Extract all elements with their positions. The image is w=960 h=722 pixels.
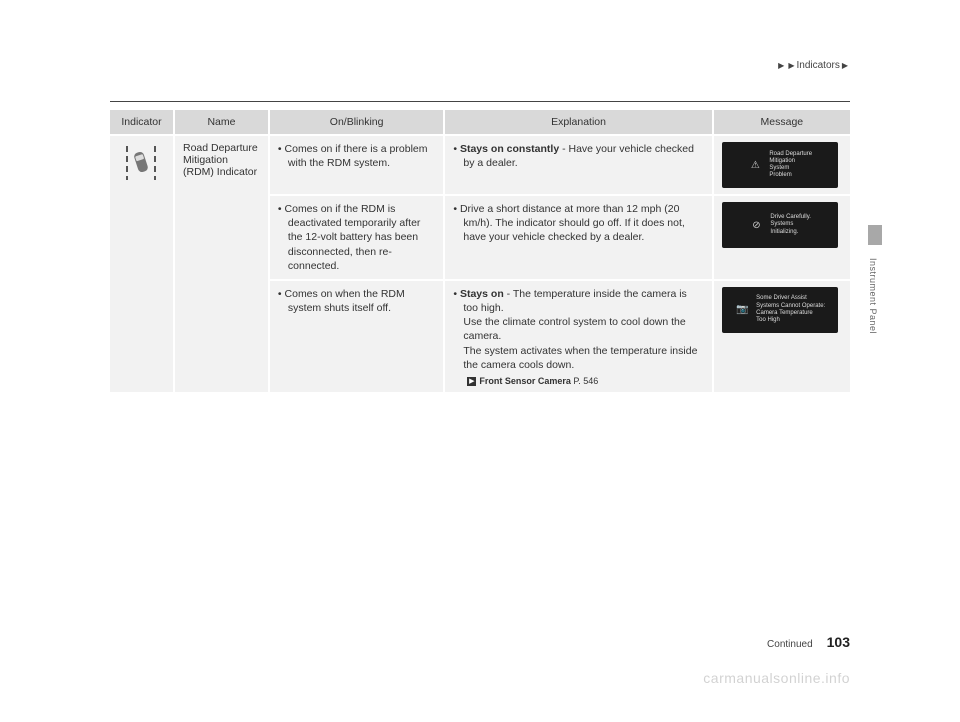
header-divider xyxy=(110,101,850,102)
reference-link: ▶Front Sensor Camera P. 546 xyxy=(453,376,703,386)
breadcrumb-arrow-icon: ▶ xyxy=(842,61,848,70)
onblink-cell: Comes on if the RDM is deactivated tempo… xyxy=(269,195,444,280)
section-tab xyxy=(868,225,882,245)
onblink-text: Comes on when the RDM system shuts itsel… xyxy=(278,287,435,315)
message-text: Drive Carefully. Systems Initializing. xyxy=(770,214,811,236)
explain-cell: Stays on - The temperature inside the ca… xyxy=(444,280,712,392)
explain-bold: Stays on xyxy=(460,288,504,300)
th-explain: Explanation xyxy=(444,110,712,135)
message-display: ⊘ Drive Carefully. Systems Initializing. xyxy=(722,202,838,248)
indicator-name-cell: Road Departure Mitigation (RDM) Indicato… xyxy=(174,135,269,392)
warning-icon: ⚠ xyxy=(747,157,763,173)
message-cell: 📷 Some Driver Assist Systems Cannot Oper… xyxy=(713,280,850,392)
breadcrumb-label: Indicators xyxy=(796,60,839,71)
section-label: Instrument Panel xyxy=(868,258,878,334)
message-text: Road Departure Mitigation System Problem xyxy=(769,151,812,180)
table-row: Road Departure Mitigation (RDM) Indicato… xyxy=(110,135,850,195)
th-indicator: Indicator xyxy=(110,110,174,135)
indicators-table: Indicator Name On/Blinking Explanation M… xyxy=(110,110,850,392)
page-footer: Continued 103 xyxy=(110,634,850,650)
onblink-text: Comes on if there is a problem with the … xyxy=(278,142,435,170)
explain-text: Stays on constantly - Have your vehicle … xyxy=(453,142,703,170)
watermark: carmanualsonline.info xyxy=(703,670,850,686)
continued-label: Continued xyxy=(767,639,813,650)
table-header-row: Indicator Name On/Blinking Explanation M… xyxy=(110,110,850,135)
th-name: Name xyxy=(174,110,269,135)
th-message: Message xyxy=(713,110,850,135)
explain-text: Drive a short distance at more than 12 m… xyxy=(453,202,703,245)
th-onblink: On/Blinking xyxy=(269,110,444,135)
message-text: Some Driver Assist Systems Cannot Operat… xyxy=(756,295,825,324)
indicator-icon-cell xyxy=(110,135,174,392)
page-content: ▶▶Indicators▶ Indicator Name On/Blinking… xyxy=(110,60,850,392)
onblink-text: Comes on if the RDM is deactivated tempo… xyxy=(278,202,435,273)
page-number: 103 xyxy=(827,634,850,650)
message-cell: ⊘ Drive Carefully. Systems Initializing. xyxy=(713,195,850,280)
explain-text: Stays on - The temperature inside the ca… xyxy=(453,287,703,372)
breadcrumb-arrow-icon: ▶ xyxy=(788,61,794,70)
message-display: 📷 Some Driver Assist Systems Cannot Oper… xyxy=(722,287,838,333)
explain-rest: - The temperature inside the camera is t… xyxy=(463,288,697,371)
lane-departure-icon xyxy=(121,173,161,185)
no-entry-icon: ⊘ xyxy=(748,217,764,233)
onblink-cell: Comes on when the RDM system shuts itsel… xyxy=(269,280,444,392)
camera-icon: 📷 xyxy=(734,302,750,318)
onblink-cell: Comes on if there is a problem with the … xyxy=(269,135,444,195)
breadcrumb-arrow-icon: ▶ xyxy=(778,61,784,70)
reference-icon: ▶ xyxy=(467,377,476,386)
reference-page: P. 546 xyxy=(573,376,598,386)
reference-label: Front Sensor Camera xyxy=(479,376,571,386)
message-cell: ⚠ Road Departure Mitigation System Probl… xyxy=(713,135,850,195)
message-display: ⚠ Road Departure Mitigation System Probl… xyxy=(722,142,838,188)
explain-bold: Stays on constantly xyxy=(460,143,559,155)
explain-cell: Stays on constantly - Have your vehicle … xyxy=(444,135,712,195)
breadcrumb: ▶▶Indicators▶ xyxy=(110,60,850,71)
explain-cell: Drive a short distance at more than 12 m… xyxy=(444,195,712,280)
